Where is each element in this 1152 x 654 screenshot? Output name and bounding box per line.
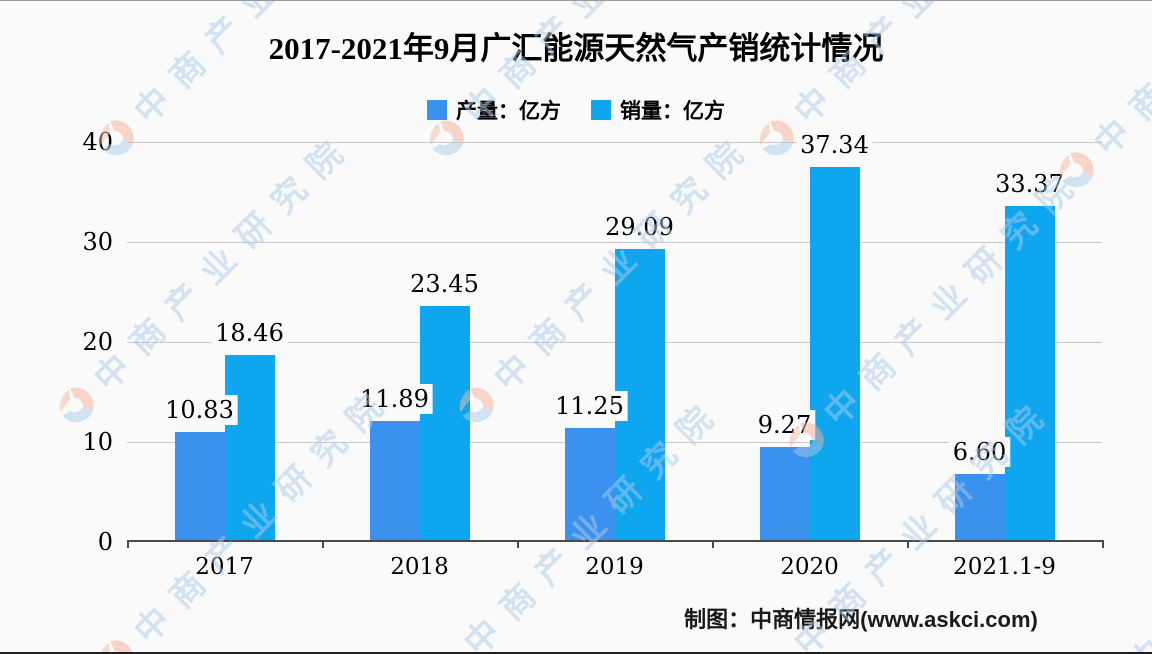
y-axis-tick-label: 20 [82,328,113,356]
legend-label-sales: 销量：亿方 [620,100,725,123]
bar-sales [419,305,470,540]
bar-label-sales: 37.34 [796,129,873,160]
x-axis-category-label: 2018 [390,554,449,580]
x-axis-category-label: 2017 [195,554,254,580]
gridline-y-40 [127,142,1102,143]
legend-swatch-sales [591,100,611,120]
legend-item-sales: 销量：亿方 [591,95,725,125]
x-axis-tick [127,540,129,548]
brand-logo-icon [744,639,806,654]
bar-production [369,421,420,540]
plot-area: 0 10 20 30 40 2017 2018 2019 2020 2021.1-9 10.83 11… [82,128,1104,580]
bar-label-production: 6.60 [948,437,1011,467]
legend-swatch-production [427,100,447,120]
gridline-y-30 [127,242,1102,243]
x-axis-category-label: 2019 [585,554,644,580]
bar-label-production: 9.27 [753,410,816,441]
bar-production [954,474,1005,540]
bar-label-production: 11.89 [356,384,433,415]
y-axis-tick-label: 10 [82,428,113,456]
bar-production [174,431,225,540]
x-axis-tick [322,540,324,548]
x-axis-tick [907,540,909,548]
bar-label-production: 11.25 [551,390,628,421]
legend-item-production: 产量：亿方 [427,95,561,125]
bar-sales [809,166,860,540]
y-axis-tick-label: 0 [97,528,113,556]
bar-label-sales: 23.45 [406,268,483,299]
x-axis-category-label: 2021.1-9 [953,554,1056,580]
x-axis-tick [712,540,714,548]
bar-sales [1004,206,1055,540]
bar-label-sales: 33.37 [991,169,1068,200]
brand-logo-icon [99,640,134,652]
bar-production [564,427,615,540]
x-axis-tick [517,540,519,548]
footer-credit: 制图：中商情报网(www.askci.com) [684,607,1038,632]
y-axis-tick-label: 40 [82,128,113,156]
bar-sales [224,355,275,540]
bar-production [759,447,810,540]
chart-legend: 产量：亿方 销量：亿方 [0,95,1152,125]
bar-label-sales: 18.46 [211,318,288,349]
x-axis-tick [1102,540,1104,548]
bar-label-sales: 29.09 [601,212,678,243]
legend-label-production: 产量：亿方 [456,100,561,123]
bar-label-production: 10.83 [161,394,238,425]
page-title: 2017-2021年9月广汇能源天然气产销统计情况 [268,31,884,66]
y-axis-tick-label: 30 [82,228,113,256]
x-axis-category-label: 2020 [780,554,839,580]
brand-logo-icon [414,639,476,654]
